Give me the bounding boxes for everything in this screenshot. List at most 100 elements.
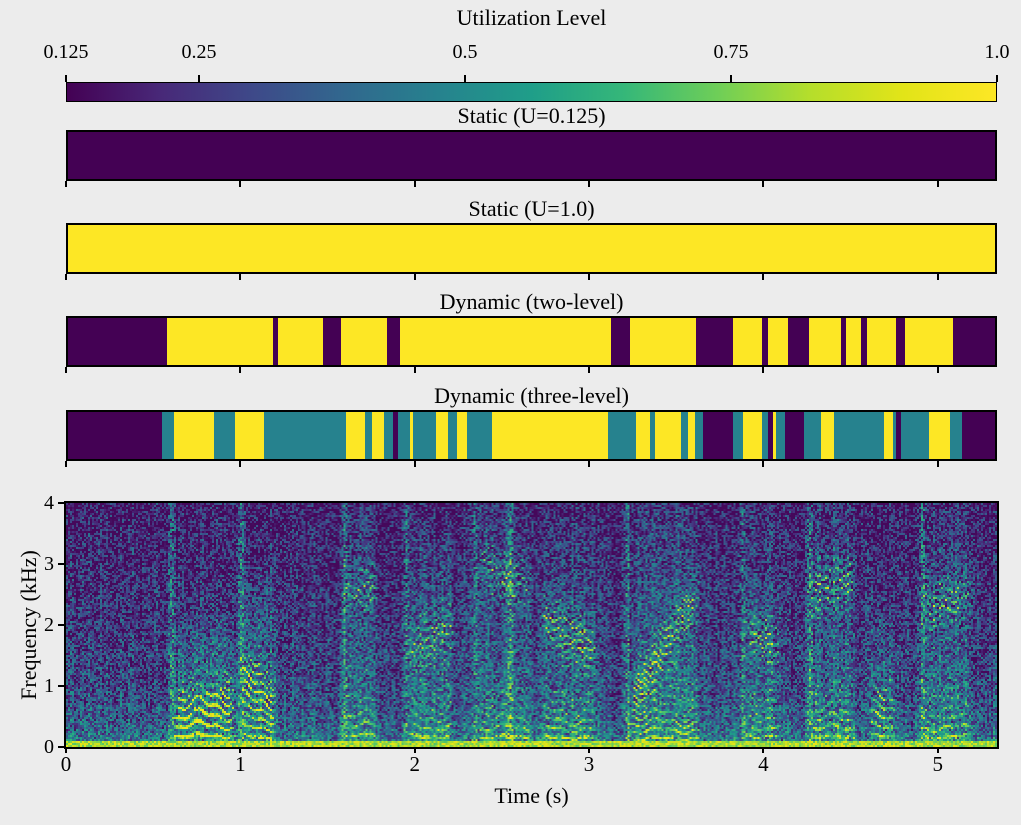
time-tick xyxy=(239,274,242,280)
time-tick xyxy=(65,274,67,280)
time-tick-label: 3 xyxy=(583,752,595,776)
utilization-segment xyxy=(413,412,437,459)
utilization-segment xyxy=(896,412,902,459)
utilization-segment xyxy=(962,412,995,459)
utilization-segment xyxy=(929,412,951,459)
colorbar-tick-label: 0.75 xyxy=(713,41,749,63)
utilization-segment xyxy=(166,318,274,365)
frequency-ticks xyxy=(58,502,66,748)
time-tick xyxy=(413,181,416,187)
utilization-segment xyxy=(611,318,632,365)
utilization-segment xyxy=(892,412,897,459)
colorbar-tick xyxy=(996,75,998,82)
utilization-bar-dynamic-three xyxy=(66,410,997,461)
utilization-segment xyxy=(397,412,411,459)
utilization-bar-dynamic-two xyxy=(66,316,997,367)
spectrogram-frame xyxy=(64,501,999,749)
panel-title-dynamic-two: Dynamic (two-level) xyxy=(439,289,624,314)
utilization-segment xyxy=(845,318,863,365)
utilization-segment xyxy=(809,318,842,365)
utilization-segment xyxy=(687,412,696,459)
utilization-segment xyxy=(345,412,366,459)
utilization-segment xyxy=(680,412,689,459)
time-tick xyxy=(239,367,242,373)
time-tick xyxy=(413,274,416,280)
time-tick xyxy=(239,181,242,187)
utilization-segment xyxy=(904,318,955,365)
utilization-segment xyxy=(264,412,347,459)
utilization-segment xyxy=(767,412,774,459)
time-tick xyxy=(936,461,939,467)
utilization-segment xyxy=(784,412,805,459)
utilization-segment xyxy=(804,412,823,459)
utilization-segment xyxy=(68,412,163,459)
time-ticks-static-high xyxy=(65,274,997,280)
spectrogram-canvas xyxy=(66,503,997,747)
frequency-tick xyxy=(58,746,66,748)
time-tick xyxy=(413,461,416,467)
utilization-bar-static-low xyxy=(66,130,997,181)
panel-title-static-low: Static (U=0.125) xyxy=(457,103,606,128)
utilization-segment xyxy=(776,412,786,459)
utilization-segment xyxy=(833,412,885,459)
utilization-segment xyxy=(883,412,894,459)
utilization-segment xyxy=(861,318,868,365)
utilization-segment xyxy=(762,412,769,459)
utilization-segment xyxy=(68,318,168,365)
time-tick xyxy=(239,747,242,753)
utilization-segment xyxy=(491,412,609,459)
time-tick-labels: 0 1 2 3 4 5 xyxy=(61,752,997,780)
utilization-segment xyxy=(383,412,394,459)
time-ticks-spectrogram xyxy=(65,747,997,753)
utilization-segment xyxy=(953,318,995,365)
time-tick xyxy=(762,747,765,753)
utilization-segment xyxy=(743,412,764,459)
utilization-segment xyxy=(399,318,613,365)
time-ticks-dynamic-two xyxy=(65,367,997,373)
utilization-segment xyxy=(234,412,265,459)
time-tick xyxy=(239,461,242,467)
time-tick xyxy=(762,274,765,280)
utilization-segment xyxy=(694,412,705,459)
time-tick xyxy=(762,181,765,187)
panel-title-dynamic-three: Dynamic (three-level) xyxy=(434,383,629,408)
colorbar-tick-labels: 0.125 0.25 0.5 0.75 1.0 xyxy=(44,41,1010,69)
time-tick xyxy=(588,747,591,753)
colorbar-tick-label: 1.0 xyxy=(984,41,1010,63)
time-tick xyxy=(588,461,591,467)
time-tick xyxy=(65,181,67,187)
utilization-segment xyxy=(630,318,698,365)
frequency-tick-labels: 0 1 2 3 4 xyxy=(24,492,54,758)
time-tick xyxy=(65,367,67,373)
utilization-segment xyxy=(323,318,342,365)
frequency-tick xyxy=(58,502,66,504)
colorbar-tick xyxy=(464,75,466,82)
time-tick xyxy=(65,461,67,467)
time-tick xyxy=(936,747,939,753)
utilization-segment xyxy=(788,318,810,365)
time-tick xyxy=(65,747,67,753)
utilization-segment xyxy=(767,318,790,365)
utilization-segment xyxy=(896,318,906,365)
time-tick xyxy=(413,367,416,373)
panel-title-static-high: Static (U=1.0) xyxy=(468,196,595,221)
utilization-segment xyxy=(654,412,682,459)
utilization-segment xyxy=(901,412,930,459)
time-tick-label: 1 xyxy=(235,752,246,776)
frequency-tick-label: 1 xyxy=(44,675,54,697)
utilization-segment xyxy=(732,412,745,459)
frequency-tick xyxy=(58,624,66,626)
time-ticks-dynamic-three xyxy=(65,461,997,467)
utilization-segment xyxy=(703,412,734,459)
utilization-segment xyxy=(772,412,777,459)
time-tick-label: 0 xyxy=(60,752,72,776)
colorbar xyxy=(66,82,997,102)
time-ticks-static-low xyxy=(65,181,997,187)
utilization-segment xyxy=(409,412,415,459)
time-tick xyxy=(413,747,416,753)
utilization-segment xyxy=(272,318,279,365)
time-axis-label: Time (s) xyxy=(494,783,569,808)
utilization-segment xyxy=(278,318,324,365)
utilization-segment xyxy=(436,412,449,459)
utilization-segment xyxy=(732,318,764,365)
